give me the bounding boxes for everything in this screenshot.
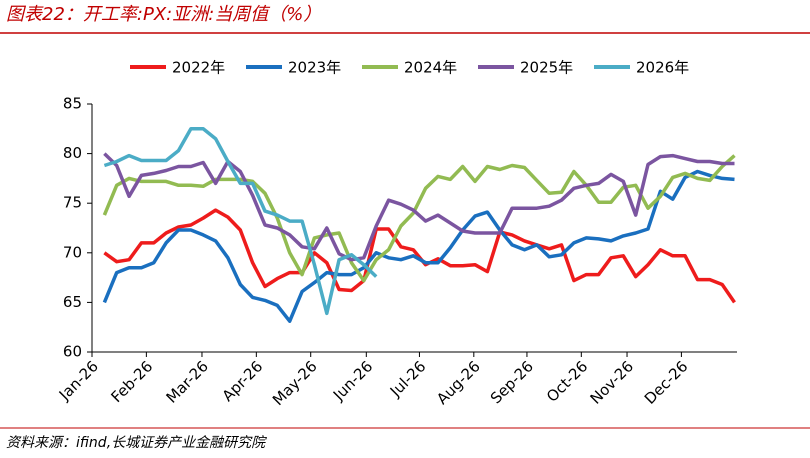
y-tick-label: 80 [63, 144, 82, 162]
chart-title: 图表22：开工率:PX:亚洲:当周值（%） [6, 4, 321, 25]
x-tick-label: Nov-26 [587, 357, 637, 407]
x-tick-label: Feb-26 [108, 357, 157, 406]
y-tick-label: 75 [63, 194, 82, 212]
y-tick-label: 60 [63, 343, 82, 361]
series-line [103, 152, 735, 262]
series-line [102, 169, 735, 323]
series-line [103, 208, 736, 304]
x-tick-label: Sep-26 [487, 357, 537, 407]
x-tick-label: Oct-26 [543, 357, 591, 405]
x-tick-label: Mar-26 [163, 357, 212, 406]
x-tick-label: Jul-26 [386, 357, 430, 401]
y-tick-label: 70 [63, 243, 82, 261]
y-tick-label: 65 [63, 293, 82, 311]
x-tick-label: Jun-26 [329, 357, 376, 404]
y-tick-label: 85 [63, 95, 82, 113]
legend-label: 2026年 [636, 59, 689, 77]
legend-label: 2024年 [404, 59, 457, 77]
x-tick-label: May-26 [269, 357, 321, 409]
x-tick-label: Aug-26 [433, 357, 484, 408]
x-tick-label: Jan-26 [55, 357, 102, 404]
series-line [102, 154, 736, 283]
source: 资料来源：ifind,长城证券产业金融研究院 [6, 435, 267, 451]
x-tick-label: Dec-26 [641, 357, 692, 408]
x-tick-label: Apr-26 [219, 357, 267, 405]
legend-label: 2025年 [520, 59, 573, 77]
legend-label: 2022年 [172, 59, 225, 77]
series-line [103, 127, 378, 316]
legend-label: 2023年 [288, 59, 341, 77]
